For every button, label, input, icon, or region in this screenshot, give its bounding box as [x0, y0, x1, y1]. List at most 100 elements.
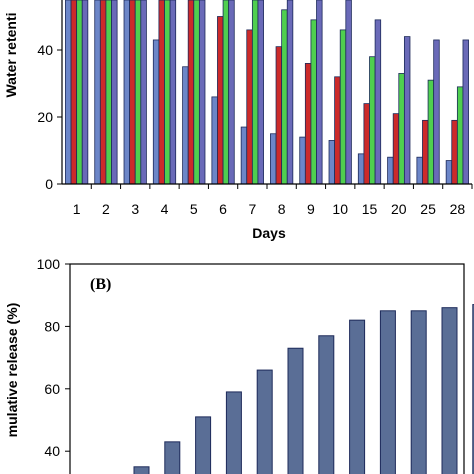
bar: [182, 66, 189, 185]
bar: [222, 0, 230, 185]
x-axis-ticks: 1 2 3 4 5 6 7 8 9 10 15 20 25 28: [73, 184, 473, 217]
x-tick-label: 28: [450, 201, 466, 217]
bar: [328, 140, 336, 185]
bar: [94, 0, 101, 185]
bar: [217, 16, 224, 185]
bar: [246, 29, 253, 185]
bar: [310, 19, 317, 185]
bar: [225, 391, 242, 474]
bar: [251, 0, 259, 185]
bar: [286, 0, 294, 185]
y-tick-label: 100: [37, 256, 61, 272]
panel-label: (B): [90, 276, 111, 293]
bar: [299, 136, 306, 185]
y-tick-label: 60: [44, 381, 60, 397]
x-tick-label: 4: [161, 201, 169, 217]
bar: [193, 0, 200, 185]
bar: [456, 86, 464, 185]
x-tick-label: 10: [332, 201, 348, 217]
bar: [140, 0, 147, 185]
x-tick-label: 15: [362, 201, 378, 217]
y-axis-ticks: 40 60 80 100: [37, 256, 70, 459]
bar: [70, 0, 78, 185]
x-tick-label: 3: [131, 201, 139, 217]
bar: [134, 0, 142, 185]
bar: [427, 79, 435, 185]
bar: [363, 103, 370, 185]
bar: [334, 76, 341, 185]
y-axis-title: Water retenti: [3, 12, 19, 97]
bar: [451, 119, 458, 185]
y-tick-label: 0: [45, 176, 53, 192]
bar: [275, 46, 283, 185]
y-tick-label: 80: [44, 318, 60, 334]
bar: [99, 0, 107, 185]
bar: [105, 0, 112, 185]
x-tick-label: 9: [307, 201, 315, 217]
bar: [445, 160, 453, 185]
bar: [472, 304, 474, 474]
x-tick-label: 6: [219, 201, 227, 217]
bar: [345, 0, 352, 185]
bar: [240, 126, 248, 185]
x-tick-label: 20: [391, 201, 407, 217]
bar: [257, 0, 264, 185]
bar: [287, 347, 304, 474]
water-retention-chart: 0 20 40 1 2 3 4 5 6 7 8 9 10 15 20 25 28 Days Water ret…: [3, 0, 473, 241]
bar: [281, 9, 288, 185]
bar: [158, 0, 165, 185]
x-tick-label: 5: [190, 201, 198, 217]
x-tick-label: 25: [420, 201, 436, 217]
bar: [164, 441, 181, 474]
cumulative-release-chart: 40 60 80 100 (B) mulative release (%): [4, 256, 474, 474]
bar: [349, 319, 366, 474]
bar: [441, 307, 458, 474]
x-tick-label: 7: [248, 201, 256, 217]
panel-b-frame: [69, 263, 465, 474]
bar: [433, 39, 440, 185]
bar: [270, 133, 277, 185]
bar: [410, 310, 427, 474]
y-tick-label: 20: [37, 109, 53, 125]
bar: [374, 19, 382, 185]
bar: [169, 0, 177, 185]
water-retention-bars: [65, 0, 469, 185]
y-axis-ticks: 0 20 40: [37, 42, 62, 192]
bar: [164, 0, 171, 185]
bar: [198, 0, 206, 185]
y-tick-label: 40: [44, 443, 60, 459]
bar: [195, 416, 212, 474]
bar: [133, 466, 150, 474]
bar: [339, 29, 347, 185]
bar: [318, 335, 335, 474]
bar: [403, 36, 411, 185]
bar: [187, 0, 195, 185]
bar: [211, 96, 218, 185]
bar: [76, 0, 83, 185]
bar: [357, 153, 365, 185]
bar: [369, 56, 376, 185]
bar: [228, 0, 235, 185]
cumulative-release-bars: [133, 304, 474, 474]
bar: [387, 156, 394, 185]
bar: [422, 119, 429, 185]
bar: [462, 39, 469, 185]
x-tick-label: 8: [278, 201, 286, 217]
y-tick-label: 40: [37, 42, 53, 58]
bar: [81, 0, 89, 185]
bar: [111, 0, 118, 185]
bar: [316, 0, 323, 185]
bar: [123, 0, 131, 185]
x-axis-title: Days: [252, 225, 286, 241]
bar: [129, 0, 136, 185]
bar: [65, 0, 72, 185]
bar: [379, 310, 396, 474]
bar: [398, 73, 405, 185]
bar: [416, 156, 423, 185]
bar: [304, 63, 312, 185]
x-tick-label: 2: [102, 201, 110, 217]
bar: [392, 113, 400, 185]
bar: [152, 39, 160, 185]
x-tick-label: 1: [73, 201, 81, 217]
